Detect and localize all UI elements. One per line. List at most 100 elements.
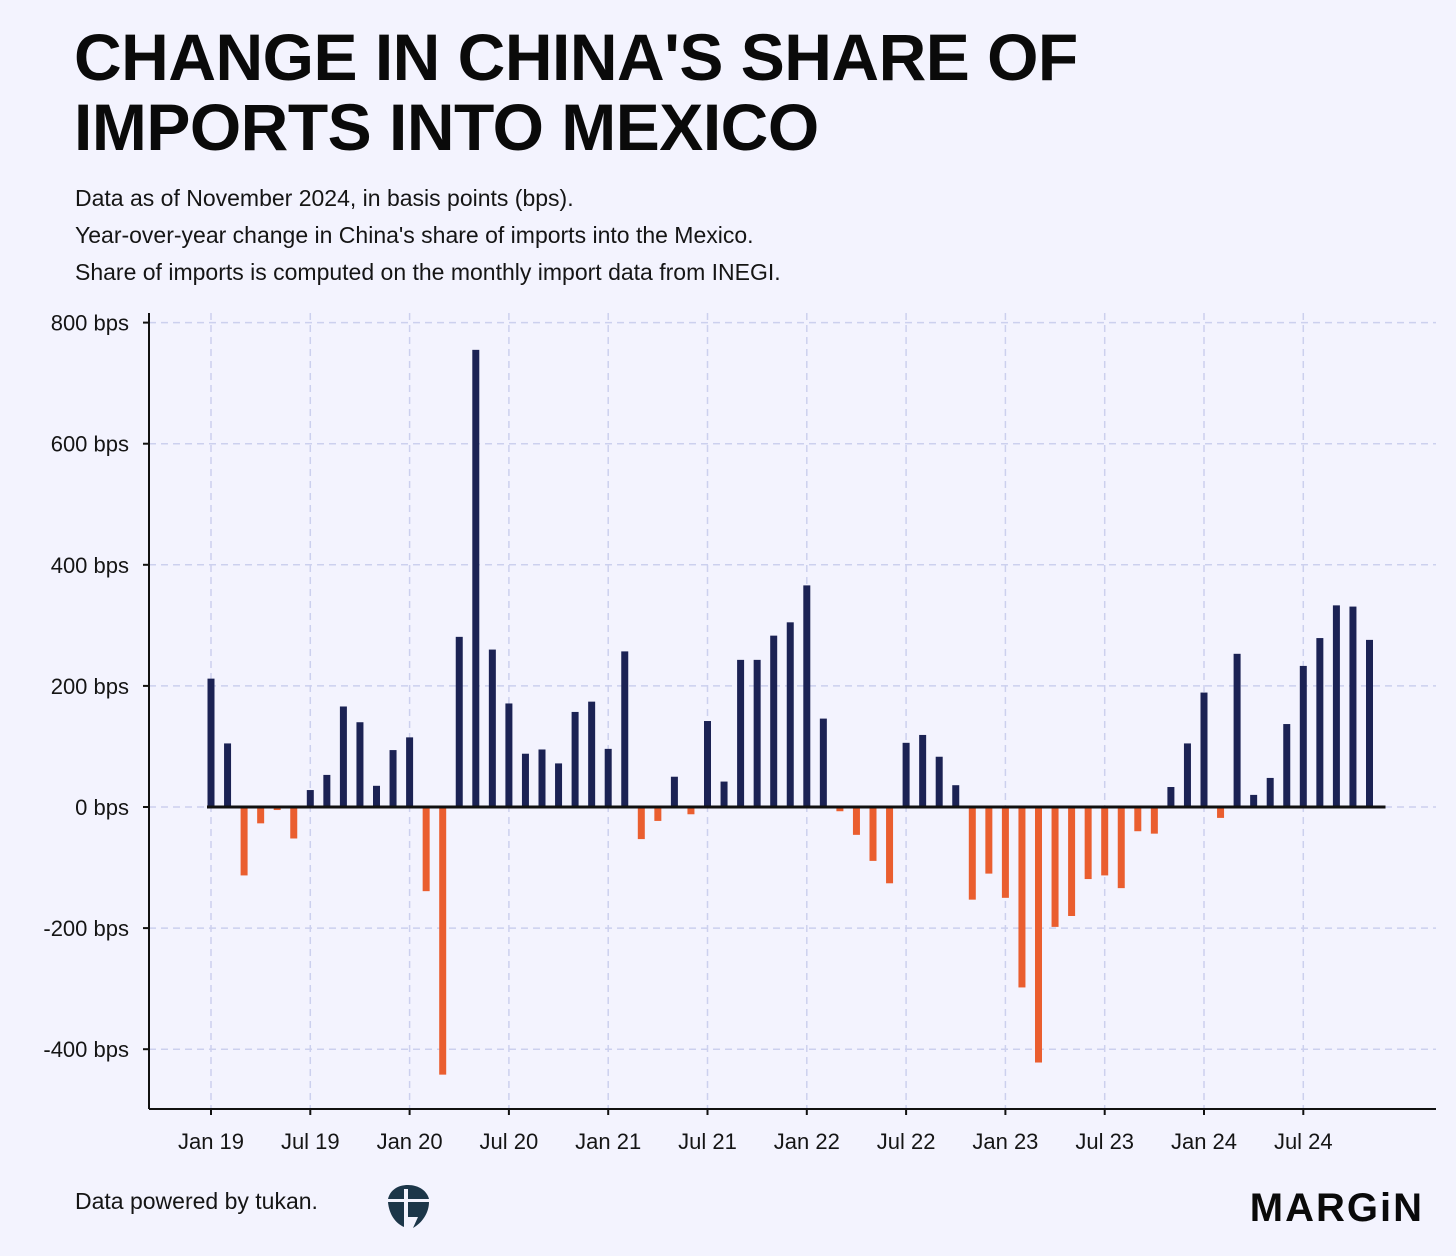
bar: May 22: -89 bps [869,807,877,861]
x-tick-label: Jan 22 [774,1129,840,1154]
subtitle-line-1: Data as of November 2024, in basis point… [75,185,574,211]
bar: Feb 24: -18 bps [1217,807,1225,818]
x-tick-label: Jan 21 [575,1129,641,1154]
bars: Jan 19: 212 bps Feb 19: 105 bps Mar 19: -1… [207,349,1373,1075]
bar: Jun 24: 137 bps [1283,724,1291,807]
y-tick-label: 0 bps [75,795,129,820]
bar: Sep 23: -40 bps [1134,807,1142,832]
subtitle-line-3: Share of imports is computed on the mont… [75,259,781,285]
bar: Mar 21: -53 bps [637,807,645,840]
bar: Feb 23: -298 bps [1018,807,1026,988]
bar: Apr 24: 20 bps [1250,794,1258,807]
bar: Oct 23: -44 bps [1150,807,1158,834]
bar: Nov 24: 276 bps [1366,639,1373,807]
bar: Jan 19: 212 bps [207,678,215,807]
bar: Mar 24: 253 bps [1233,653,1241,807]
bar: May 21: 50 bps [670,776,678,807]
subtitle-line-2: Year-over-year change in China's share o… [75,222,754,248]
x-tick-label: Jul 19 [281,1129,340,1154]
title-line-1: CHANGE IN CHINA'S SHARE OF [74,20,1078,94]
bar: Jun 21: -12 bps [687,807,695,815]
bar: Nov 21: 283 bps [770,635,778,807]
bar: Nov 19: 35 bps [373,785,380,807]
bar: Mar 22: -7 bps [836,807,844,812]
bar: Jan 21: 96 bps [604,748,612,807]
bar: Aug 22: 119 bps [919,734,927,807]
y-tick-label: 200 bps [51,674,129,699]
bar: Dec 20: 174 bps [588,701,596,807]
x-tick-label: Jul 21 [678,1129,737,1154]
bar: Jul 20: 171 bps [505,703,513,807]
bar: Oct 21: 243 bps [753,659,761,807]
bar: Jul 21: 142 bps [704,721,711,807]
bar: Mar 19: -113 bps [240,807,248,876]
bar: Jan 24: 189 bps [1200,692,1208,807]
bar: Nov 23: 33 bps [1167,787,1175,807]
y-tick-label: 600 bps [51,432,129,457]
bar: Aug 21: 42 bps [720,781,728,807]
y-tick-labels: -400 bps -200 bps 0 bps 200 bps 400 bps 600 b… [43,311,129,1063]
bar: Jan 23: -150 bps [1001,807,1009,898]
bar: Jul 22: 106 bps [902,742,910,807]
bar: Sep 20: 95 bps [538,749,546,807]
x-tick-label: Jan 19 [178,1129,244,1154]
bar: May 23: -180 bps [1068,807,1076,916]
bar: Feb 19: 105 bps [224,743,232,807]
bar: Apr 23: -198 bps [1051,807,1059,927]
bar: Oct 19: 140 bps [356,722,364,807]
bar: Sep 19: 166 bps [339,706,347,807]
chart-subtitle: Data as of November 2024, in basis point… [75,180,1175,291]
bar: Jun 23: -119 bps [1084,807,1092,880]
bar: Oct 22: 36 bps [952,785,960,807]
bar: May 20: 755 bps [472,349,480,807]
x-tick-label: Jan 24 [1171,1129,1237,1154]
bar: Dec 22: -110 bps [985,807,993,874]
axes [143,313,1436,1115]
bar: Sep 22: 83 bps [935,756,943,807]
bar: Apr 20: 281 bps [455,636,463,807]
bar: Aug 23: -134 bps [1117,807,1125,889]
tukan-logo-icon [388,1185,429,1228]
chart-title: CHANGE IN CHINA'S SHARE OF IMPORTS INTO … [74,22,1274,162]
bar: Aug 19: 53 bps [323,774,331,807]
bar: Mar 23: -422 bps [1035,807,1042,1063]
bar: Jul 19: 28 bps [306,790,314,807]
y-tick-label: -200 bps [43,916,129,941]
title-line-2: IMPORTS INTO MEXICO [74,90,819,164]
bar: May 24: 48 bps [1266,777,1274,807]
margin-brand-logo: MARGiN [1249,1186,1424,1230]
bar: Aug 24: 279 bps [1316,638,1324,807]
bar: Sep 21: 243 bps [737,659,745,807]
bar: Oct 20: 72 bps [555,763,563,807]
bar: May 19: -5 bps [273,807,281,811]
x-tick-label: Jan 20 [377,1129,443,1154]
bar: Dec 19: 94 bps [389,750,397,807]
bar: Jan 20: 115 bps [406,737,414,807]
bar: Dec 21: 305 bps [786,622,794,807]
bar: Oct 24: 331 bps [1349,606,1357,807]
bar: Apr 21: -23 bps [654,807,662,821]
bar: Apr 19: -27 bps [257,807,265,824]
bar: Jun 22: -126 bps [886,807,894,884]
bar: Jan 22: 366 bps [803,585,811,807]
bar: Sep 24: 333 bps [1332,605,1340,807]
y-tick-label: -400 bps [43,1037,129,1062]
bar: Apr 22: -46 bps [852,807,860,835]
bar: Jun 19: -52 bps [290,807,298,839]
x-tick-label: Jul 24 [1274,1129,1333,1154]
x-tick-labels: Jan 19 Jul 19 Jan 20 Jul 20 Jan 21 Jul 21 Jan … [178,1129,1333,1154]
bar: Nov 20: 157 bps [571,711,579,807]
x-tick-label: Jul 23 [1075,1129,1134,1154]
y-tick-label: 800 bps [51,311,129,336]
y-tick-label: 400 bps [51,553,129,578]
bar: Jul 24: 233 bps [1299,665,1307,807]
bar: Jun 20: 260 bps [488,649,496,807]
bar: Feb 22: 146 bps [819,718,827,807]
bar: Feb 20: -139 bps [422,807,430,892]
bar: Feb 21: 257 bps [621,651,629,807]
x-tick-label: Jul 20 [480,1129,539,1154]
x-tick-label: Jul 22 [877,1129,936,1154]
bar: Aug 20: 88 bps [521,753,529,807]
bar: Nov 22: -153 bps [968,807,976,900]
